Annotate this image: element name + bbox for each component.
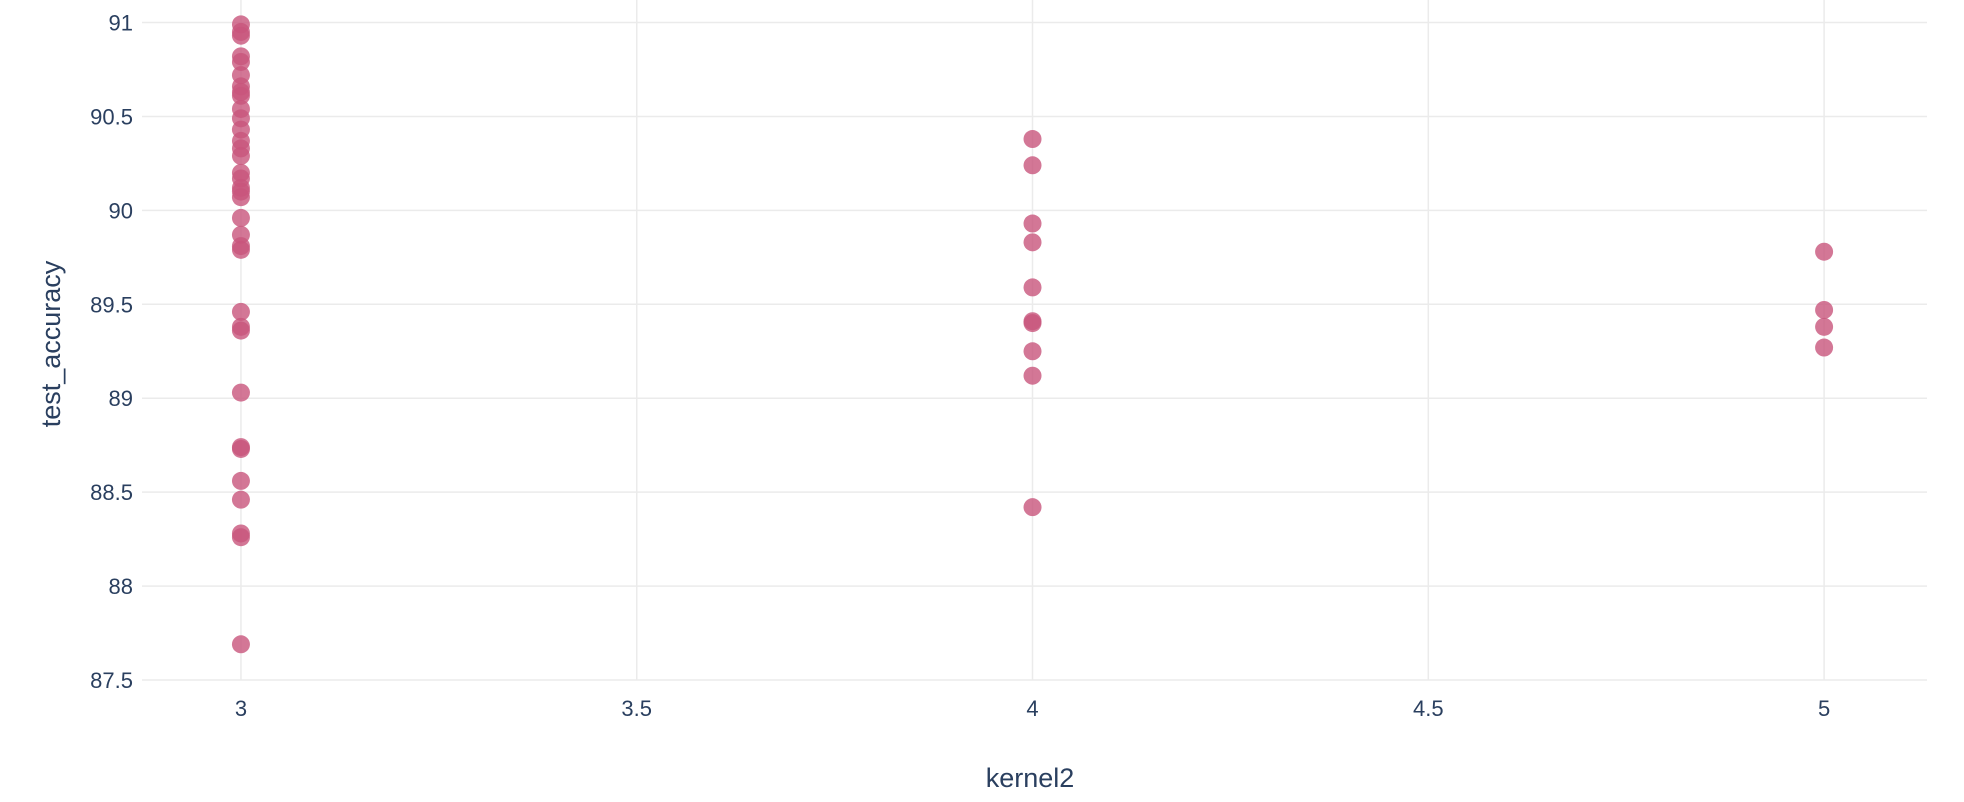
y-axis-title: test_accuracy <box>36 260 66 427</box>
data-point[interactable] <box>1815 338 1834 357</box>
data-point[interactable] <box>231 208 250 227</box>
y-tick-label: 88 <box>109 574 133 599</box>
x-tick-label: 4.5 <box>1413 696 1444 721</box>
data-point[interactable] <box>1023 156 1042 175</box>
x-axis-ticks: 3 3.5 4 4.5 5 <box>235 696 1830 721</box>
y-tick-label: 91 <box>109 11 133 36</box>
data-point[interactable] <box>231 490 250 509</box>
x-axis-title: kernel2 <box>986 763 1075 793</box>
data-point[interactable] <box>231 52 250 71</box>
data-point[interactable] <box>1815 242 1834 261</box>
data-points <box>231 15 1834 654</box>
y-tick-label: 88.5 <box>90 480 133 505</box>
data-point[interactable] <box>231 635 250 654</box>
data-point[interactable] <box>1815 317 1834 336</box>
y-axis-ticks: 87.5 88 88.5 89 89.5 90 90.5 91 <box>90 11 133 693</box>
data-point[interactable] <box>1023 130 1042 149</box>
data-point[interactable] <box>1023 314 1042 333</box>
data-point[interactable] <box>231 383 250 402</box>
data-point[interactable] <box>1023 366 1042 385</box>
data-point[interactable] <box>1023 342 1042 361</box>
data-point[interactable] <box>231 528 250 547</box>
y-tick-label: 89 <box>109 386 133 411</box>
y-tick-label: 90 <box>109 198 133 223</box>
data-point[interactable] <box>231 321 250 340</box>
data-point[interactable] <box>1023 214 1042 233</box>
data-point[interactable] <box>231 302 250 321</box>
data-point[interactable] <box>231 86 250 105</box>
data-point[interactable] <box>231 471 250 490</box>
data-point[interactable] <box>231 146 250 165</box>
data-point[interactable] <box>1023 278 1042 297</box>
data-point[interactable] <box>1023 498 1042 517</box>
y-tick-label: 87.5 <box>90 668 133 693</box>
data-point[interactable] <box>231 26 250 45</box>
x-tick-label: 5 <box>1818 696 1830 721</box>
x-tick-label: 3.5 <box>621 696 652 721</box>
y-tick-label: 89.5 <box>90 292 133 317</box>
data-point[interactable] <box>231 188 250 207</box>
y-tick-label: 90.5 <box>90 104 133 129</box>
x-tick-label: 3 <box>235 696 247 721</box>
data-point[interactable] <box>231 439 250 458</box>
gridlines <box>142 0 1927 681</box>
x-tick-label: 4 <box>1026 696 1038 721</box>
data-point[interactable] <box>1815 300 1834 319</box>
data-point[interactable] <box>1023 233 1042 252</box>
data-point[interactable] <box>231 240 250 259</box>
